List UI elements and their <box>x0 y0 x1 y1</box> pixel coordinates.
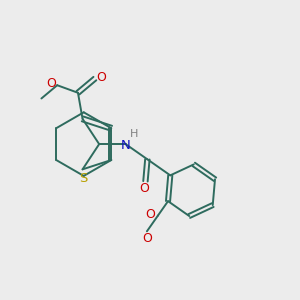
Text: O: O <box>146 208 155 221</box>
Text: H: H <box>130 129 139 139</box>
Text: S: S <box>80 172 88 185</box>
Text: O: O <box>46 77 56 90</box>
Text: O: O <box>96 70 106 84</box>
Text: O: O <box>139 182 149 195</box>
Text: N: N <box>121 139 130 152</box>
Text: O: O <box>142 232 152 245</box>
